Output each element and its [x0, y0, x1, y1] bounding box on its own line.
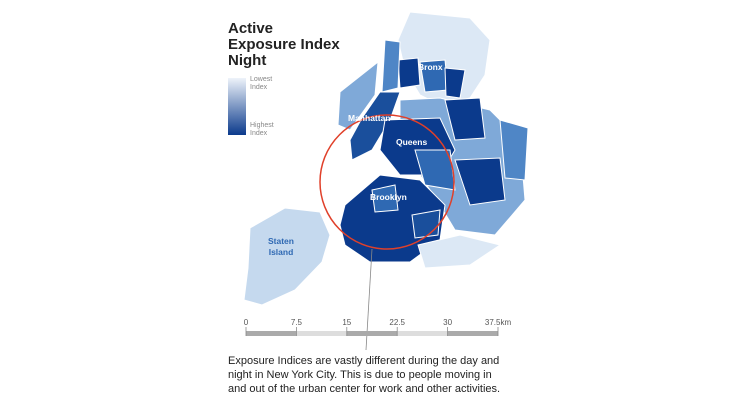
- legend-gradient: [228, 78, 246, 135]
- queens-tract: [499, 119, 529, 181]
- queens-tract: [444, 97, 486, 141]
- nj-edge: [337, 60, 379, 131]
- map: [243, 11, 529, 306]
- scale-tick-label: 7.5: [291, 318, 303, 327]
- bronx-tract: [444, 67, 466, 99]
- queens-tract: [414, 149, 456, 191]
- borough-label: Staten: [268, 236, 294, 246]
- scale-tick-label: 15: [342, 318, 351, 327]
- staten-island: [243, 207, 331, 306]
- scale-tick-label: 30: [443, 318, 452, 327]
- scale-tick-label: 0: [244, 318, 249, 327]
- bronx-tract: [397, 57, 421, 89]
- title-line: Exposure Index: [228, 36, 340, 53]
- caption-line: Exposure Indices are vastly different du…: [228, 355, 499, 367]
- title-line: Night: [228, 52, 266, 69]
- borough-labels: Bronx Manhattan Queens Brooklyn Staten I…: [268, 62, 443, 257]
- borough-label: Queens: [396, 137, 427, 147]
- bronx-tract: [381, 39, 401, 93]
- scale-segment: [246, 331, 297, 336]
- queens-tract: [454, 157, 506, 206]
- borough-label: Manhattan: [348, 113, 391, 123]
- legend-label: Lowest: [250, 76, 272, 83]
- title-line: Active: [228, 20, 273, 37]
- caption: Exposure Indices are vastly different du…: [228, 355, 500, 395]
- legend-label: Index: [250, 130, 268, 137]
- scale-tick-label: 37.5km: [485, 318, 512, 327]
- legend-label: Index: [250, 84, 268, 91]
- scale-segment: [447, 331, 498, 336]
- borough-label: Island: [269, 247, 294, 257]
- caption-line: and out of the urban center for work and…: [228, 383, 500, 395]
- borough-label: Bronx: [418, 62, 443, 72]
- title: Active Exposure Index Night: [228, 20, 340, 69]
- legend-label: Highest: [250, 122, 274, 129]
- borough-label: Brooklyn: [370, 192, 407, 202]
- rockaway: [417, 234, 502, 269]
- brooklyn-tract: [411, 209, 441, 239]
- caption-line: night in New York City. This is due to p…: [228, 369, 492, 381]
- manhattan: [349, 91, 401, 161]
- scale-segment: [346, 331, 398, 336]
- highlight-circle: [319, 114, 455, 250]
- scale-tick-label: 22.5: [389, 318, 405, 327]
- brooklyn-tract: [371, 184, 399, 213]
- legend-labels: Lowest Index Highest Index: [250, 76, 274, 137]
- scale-bar: 0 7.5 15 22.5 30 37.5km: [244, 318, 512, 336]
